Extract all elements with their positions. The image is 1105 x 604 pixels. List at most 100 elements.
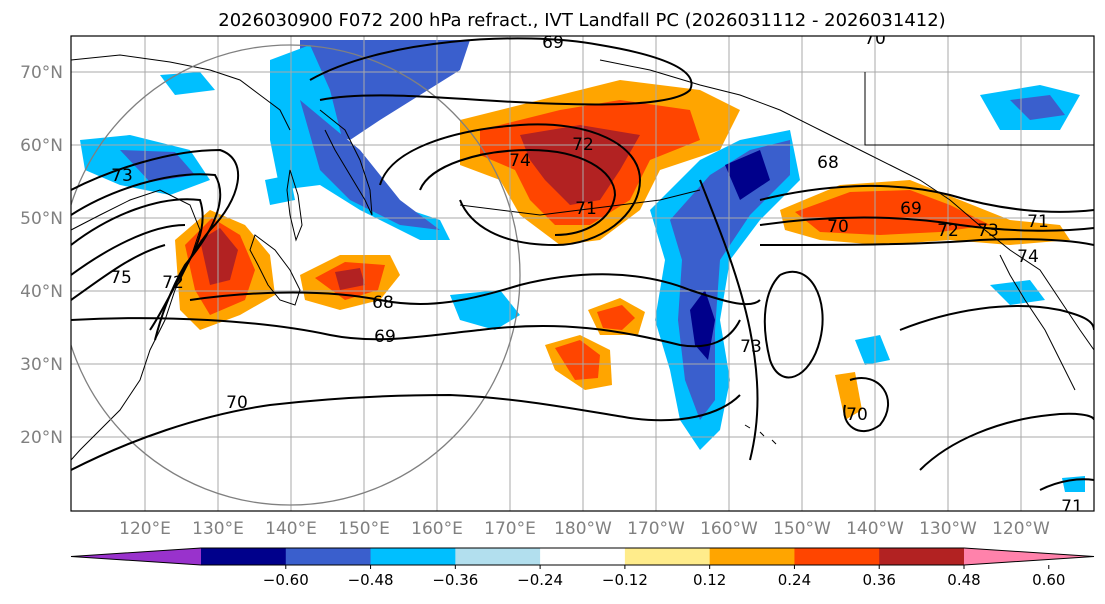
- contour-label: 70: [827, 217, 849, 237]
- colorbar-swatch: [285, 548, 372, 565]
- lon-label: 160°W: [700, 519, 758, 539]
- colorbar-label: 0.24: [778, 571, 811, 589]
- contour-75: [71, 244, 166, 301]
- contour-label: 73: [111, 166, 133, 186]
- colorbar-label: −0.48: [348, 571, 394, 589]
- colorbar-label: −0.36: [432, 571, 478, 589]
- lon-label: 130°E: [192, 519, 244, 539]
- shade-navy-trough2: [725, 150, 770, 200]
- contour-label: 69: [900, 199, 922, 219]
- shade-red-sub2: [597, 305, 635, 330]
- colorbar-label: 0.48: [947, 571, 980, 589]
- shade-navy-trough: [690, 290, 715, 360]
- shade-blue-west: [120, 150, 195, 182]
- map-area[interactable]: 69 70 73 74 72 71 75 68 69 70 73 70 68 6…: [60, 29, 1094, 517]
- colorbar-swatch: [794, 548, 880, 565]
- colorbar-label: 0.36: [863, 571, 896, 589]
- contour-south-loop: [843, 377, 890, 432]
- contour-label: 70: [864, 29, 886, 49]
- colorbar-label: 0.12: [693, 571, 726, 589]
- coastline-siberia: [71, 54, 291, 131]
- contour-north-gyre2: [419, 148, 617, 236]
- colorbar-swatch: [540, 548, 626, 565]
- colorbar: −0.60 −0.48 −0.36 −0.24 −0.12 0.12 0.24 0.36 0.4…: [70, 547, 1095, 589]
- lat-label: 20°N: [20, 428, 63, 448]
- colorbar-swatch: [370, 548, 456, 565]
- contour-69-n: [309, 37, 693, 106]
- contour-label: 68: [817, 153, 839, 173]
- lon-label: 170°E: [484, 519, 536, 539]
- contour-label: 71: [575, 199, 597, 219]
- contour-label: 73: [740, 337, 762, 357]
- contour-label: 69: [374, 327, 396, 347]
- colorbar-swatch: [201, 548, 287, 565]
- contour-label-group: 69 70 73 74 72 71 75 68 69 70 73 70 68 6…: [110, 29, 1083, 517]
- shade-red-nepac: [795, 190, 990, 235]
- colorbar-label: −0.24: [517, 571, 563, 589]
- shade-orange-sub3: [835, 372, 862, 420]
- contour-70-s: [71, 393, 741, 471]
- coastline-asia: [71, 189, 201, 461]
- contour-west3: [71, 198, 204, 286]
- coastline-alaska: [599, 59, 1094, 351]
- contour-label: 75: [110, 268, 132, 288]
- shade-darkred-japan: [200, 228, 238, 285]
- lon-label: 160°E: [411, 519, 463, 539]
- shading-layer: [80, 40, 1085, 492]
- contour-se: [1039, 478, 1094, 491]
- map-title: 2026030900 F072 200 hPa refract., IVT La…: [218, 10, 945, 31]
- coastline-kamchatka: [319, 109, 373, 216]
- contours: [71, 37, 1094, 491]
- colorbar-extension-low: [71, 548, 201, 565]
- colorbar-label: 0.60: [1032, 571, 1065, 589]
- lat-label: 40°N: [20, 282, 63, 302]
- contour-73-trough: [699, 179, 759, 461]
- coastline-sakhalin: [286, 169, 303, 242]
- shade-cyan-m1: [450, 290, 520, 330]
- colorbar-swatch: [624, 548, 711, 565]
- colorbar-extension-high: [964, 548, 1094, 565]
- coastline-aleutians: [459, 189, 701, 216]
- contour-label: 69: [542, 33, 564, 53]
- contour-label: 74: [509, 151, 531, 171]
- map-frame: [70, 35, 1095, 512]
- lat-label: 60°N: [20, 136, 63, 156]
- lon-label: 150°E: [338, 519, 390, 539]
- lat-label: 30°N: [20, 355, 63, 375]
- contour-west4: [71, 224, 186, 276]
- contour-label: 72: [572, 135, 594, 155]
- coastline-hawaii: [744, 424, 777, 445]
- contour-69-m: [71, 317, 741, 348]
- lon-label: 120°E: [119, 519, 171, 539]
- lon-label: 180°W: [554, 519, 612, 539]
- contour-east-loop: [763, 270, 824, 379]
- lon-label: 130°W: [919, 519, 977, 539]
- colorbar-swatch: [709, 548, 795, 565]
- graticule: [71, 36, 1094, 511]
- contour-68: [189, 273, 761, 306]
- contour-east-s: [899, 305, 1094, 331]
- contour-east2: [759, 216, 1094, 232]
- coastline-westcoast: [999, 254, 1076, 391]
- colorbar-label: −0.60: [263, 571, 309, 589]
- shade-blue-north2: [300, 100, 440, 230]
- border-canada: [864, 72, 1094, 146]
- contour-label: 72: [937, 221, 959, 241]
- contour-east3: [759, 238, 1094, 246]
- contour-label: 73: [977, 221, 999, 241]
- contour-label: 70: [846, 405, 868, 425]
- contour-label: 71: [1061, 497, 1083, 517]
- lon-label: 140°E: [265, 519, 317, 539]
- colorbar-outline: [70, 547, 1095, 566]
- lat-label: 50°N: [20, 209, 63, 229]
- contour-west2: [71, 173, 222, 341]
- contour-label: 68: [372, 293, 394, 313]
- lat-label: 70°N: [20, 63, 63, 83]
- range-circle: [71, 44, 521, 506]
- shade-cyan-e2: [990, 280, 1045, 305]
- contour-east-s2: [919, 412, 1094, 471]
- coastlines: [71, 54, 1094, 461]
- coastline-japan: [249, 234, 301, 306]
- contour-label: 74: [1017, 247, 1039, 267]
- contour-label: 72: [162, 273, 184, 293]
